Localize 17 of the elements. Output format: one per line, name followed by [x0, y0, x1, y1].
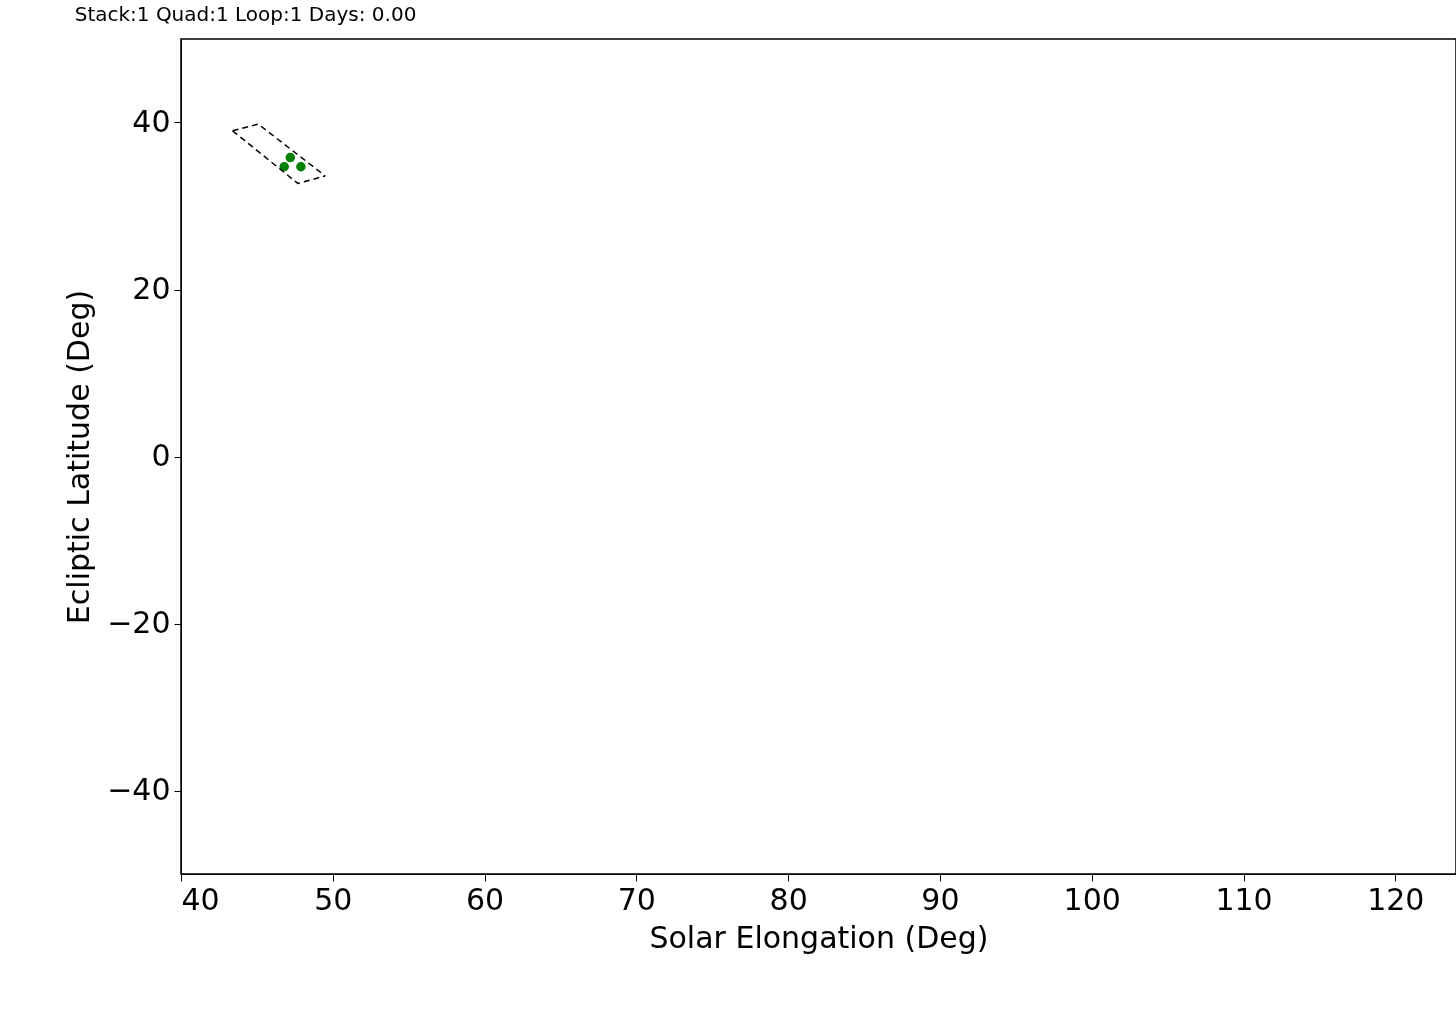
y-tick-label: −20	[107, 605, 171, 640]
x-tick-label: 80	[769, 881, 808, 917]
x-tick-label: 90	[921, 881, 960, 917]
x-tick-label: 100	[1063, 881, 1121, 917]
y-tick-label: −40	[107, 772, 171, 807]
y-tick-label: 0	[151, 438, 171, 473]
x-tick-label: 40	[181, 881, 220, 917]
y-axis-title: Ecliptic Latitude (Deg)	[61, 289, 97, 625]
chart-title: Stack:1 Quad:1 Loop:1 Days: 0.00	[74, 2, 417, 26]
y-tick-label: 20	[132, 271, 171, 306]
y-tick-label: 40	[132, 104, 171, 139]
x-axis-title: Solar Elongation (Deg)	[649, 919, 989, 955]
x-tick-label: 60	[465, 881, 505, 917]
x-tick-label: 120	[1367, 881, 1425, 917]
x-tick-label: 110	[1215, 881, 1273, 917]
x-tick-label: 70	[617, 881, 656, 917]
x-tick-label: 50	[314, 881, 353, 917]
